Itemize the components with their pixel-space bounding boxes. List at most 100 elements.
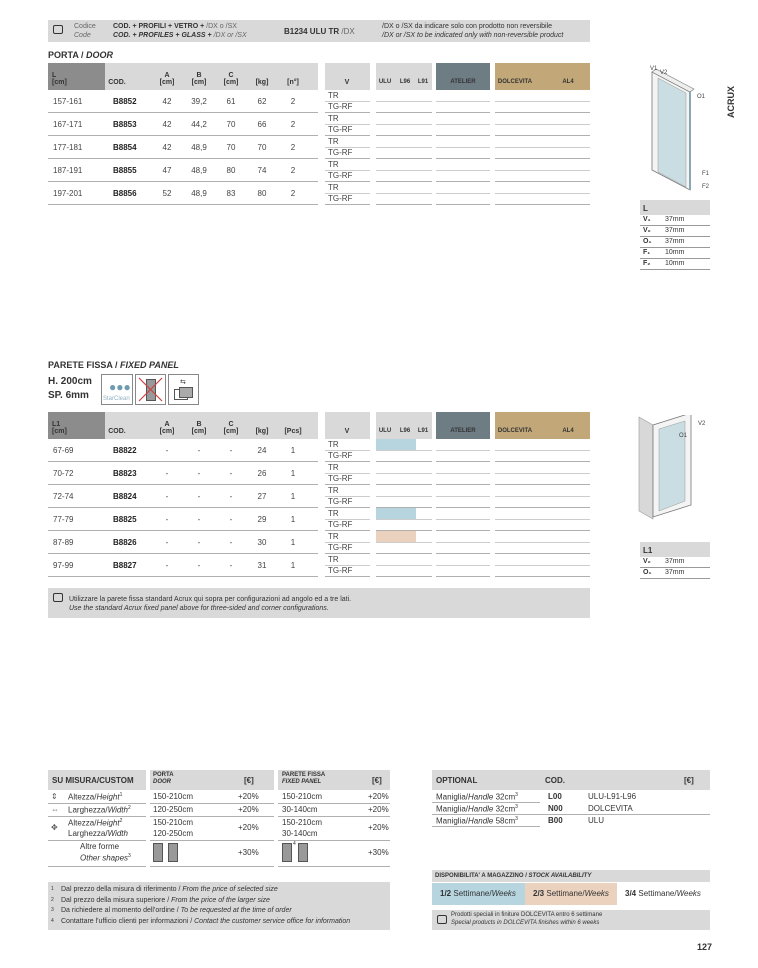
sub-divider: [495, 496, 590, 497]
label-it: Larghezza/: [68, 805, 108, 815]
door-range: 120-250cm: [153, 805, 194, 814]
cell-c: -: [229, 469, 233, 478]
footnote-it: Dal prezzo della misura superiore /: [61, 896, 170, 904]
row-divider: [495, 158, 590, 159]
ulu-header-bg: [376, 412, 432, 439]
row-divider: [48, 204, 318, 205]
header-a: A: [164, 72, 170, 79]
label-en: Height: [96, 818, 120, 828]
sub-divider: [436, 124, 490, 125]
dims-key: F₂: [643, 260, 651, 267]
custom-label: Altre forme: [80, 842, 119, 851]
sub-divider: [495, 473, 590, 474]
header-cod: COD.: [108, 428, 126, 435]
cell-l: 177-181: [53, 143, 83, 152]
label-it: Altezza/: [68, 818, 97, 828]
shape-notch-icon: [298, 843, 308, 862]
header-kg: [kg]: [255, 428, 269, 435]
row-divider: [376, 181, 432, 182]
cell-v-tr: TR: [328, 509, 339, 518]
cell-n: 2: [290, 97, 296, 106]
cell-v-tr: TR: [328, 183, 339, 192]
dims-row: O₁ 37mm: [640, 237, 710, 248]
header-ulu: ULU: [378, 79, 392, 85]
header-l: L: [52, 72, 57, 79]
sub-divider: [495, 170, 590, 171]
optional-price-header: [€]: [684, 776, 694, 785]
cell-b: -: [197, 538, 201, 547]
handle-label: Maniglia/Handle 32cm3: [436, 792, 518, 802]
row-divider: [48, 181, 318, 182]
cell-v-tgrf: TG-RF: [328, 543, 353, 552]
header-unit: [cm]: [223, 79, 239, 86]
header-bg: [105, 412, 318, 439]
row-divider: [436, 461, 490, 462]
cell-b: -: [197, 469, 201, 478]
row-divider: [436, 135, 490, 136]
handle-label: Maniglia/Handle 32cm3: [436, 804, 518, 814]
cell-kg: 80: [257, 189, 267, 198]
row-divider: [150, 803, 274, 804]
optional-table: OPTIONAL COD. [€] Maniglia/Handle 32cm3 L…: [432, 770, 710, 830]
sub-divider: [436, 542, 490, 543]
stock-note-en: Special products in DOLCEVITA finishes w…: [451, 920, 600, 926]
door-diagram: V1 V2 O1 F1 F2: [650, 66, 710, 191]
cell-kg: 74: [257, 166, 267, 175]
cell-l: 87-89: [53, 538, 74, 547]
sub-divider: [436, 193, 490, 194]
cell-cod: B8826: [113, 538, 137, 547]
dolcevita-header-bg: [495, 412, 590, 439]
footnote-text: Da richiedere al momento dell'ordine / T…: [61, 907, 292, 914]
sub-divider: [436, 170, 490, 171]
header-unit: [cm]: [191, 79, 207, 86]
header-b: B: [196, 421, 202, 428]
dims-value: 37mm: [665, 227, 685, 234]
header-l91: L91: [417, 79, 429, 85]
cell-v-tr: TR: [328, 555, 339, 564]
cell-v-tgrf: TG-RF: [328, 497, 353, 506]
header-atelier: ATELIER: [450, 428, 476, 434]
shape-notch-icon: [153, 843, 163, 862]
cell-v-tr: TR: [328, 463, 339, 472]
dolcevita-header-bg: [495, 63, 590, 90]
header-unit: [cm]: [223, 428, 239, 435]
cell-n: 2: [290, 143, 296, 152]
stock-label-en: Weeks: [491, 889, 516, 898]
row-divider: [436, 484, 490, 485]
cell-n: 1: [290, 469, 296, 478]
header-kg: [kg]: [255, 79, 269, 86]
sub-divider: [495, 147, 590, 148]
row-divider: [325, 484, 370, 485]
header-al4: AL4: [562, 79, 574, 85]
header-l: L1: [52, 421, 61, 428]
row-divider: [436, 204, 490, 205]
cell-cod: B8823: [113, 469, 137, 478]
handle-label: Maniglia/Handle 58cm3: [436, 816, 518, 826]
cell-b: 48,9: [191, 143, 207, 152]
header-unit: [cm]: [159, 428, 175, 435]
row-divider: [48, 816, 146, 817]
footnote-text: Dal prezzo della misura superiore / From…: [61, 897, 270, 904]
formula-en: COD. + PROFILES + GLASS + /DX or /SX: [113, 32, 247, 39]
panel-surcharge: +20%: [368, 791, 389, 801]
header-unit: [cm]: [191, 428, 207, 435]
label-it: Larghezza/: [68, 829, 108, 838]
cell-c: 70: [226, 143, 236, 152]
dim-label-v1: V1: [650, 66, 658, 72]
handle-size: 58cm: [495, 816, 516, 826]
cell-b: -: [197, 515, 201, 524]
panel-note: Utilizzare la parete fissa standard Acru…: [48, 588, 590, 618]
footnote-en: From the price of the larger size: [171, 896, 270, 904]
cell-v-tr: TR: [328, 486, 339, 495]
row-divider: [432, 826, 540, 827]
handle-size: 32cm: [495, 804, 516, 814]
sub-divider: [376, 101, 432, 102]
note-icon: [53, 25, 63, 34]
row-divider: [495, 507, 590, 508]
note-icon: [53, 593, 63, 602]
all-directions-icon: ✥: [51, 823, 58, 832]
row-divider: [495, 112, 590, 113]
cell-kg: 70: [257, 143, 267, 152]
header-c: C: [228, 421, 234, 428]
dims-header: L: [640, 200, 710, 215]
